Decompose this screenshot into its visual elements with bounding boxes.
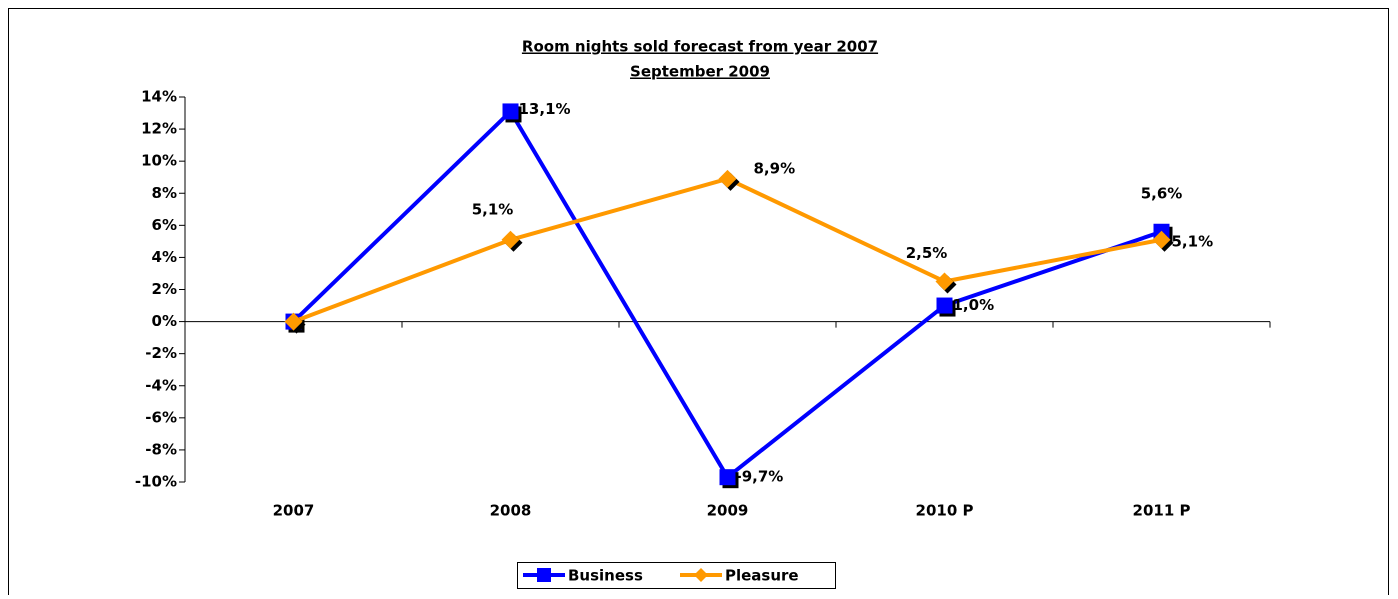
data-label: 13,1% [519, 100, 571, 118]
legend-label: Business [568, 567, 643, 585]
y-tick-label: 10% [141, 152, 177, 170]
marker [501, 230, 520, 249]
chart-frame [8, 8, 1389, 599]
x-tick-label: 2009 [707, 502, 749, 520]
chart-title: Room nights sold forecast from year 2007 [522, 38, 878, 56]
legend-marker [537, 568, 551, 582]
legend-label: Pleasure [725, 567, 799, 585]
y-tick-label: -2% [145, 344, 177, 362]
x-tick-label: 2011 P [1133, 502, 1191, 520]
data-label: 1,0% [953, 296, 995, 314]
y-tick-label: -10% [135, 473, 177, 491]
data-label: 5,6% [1141, 184, 1183, 202]
series-line [292, 176, 1162, 324]
legend-marker [694, 568, 708, 582]
y-tick-label: 8% [152, 184, 177, 202]
marker [1152, 230, 1171, 249]
x-tick-label: 2010 P [916, 502, 974, 520]
y-tick-label: 14% [141, 88, 177, 106]
y-tick-label: 2% [152, 280, 177, 298]
y-tick-label: -4% [145, 376, 177, 394]
x-tick-label: 2008 [490, 502, 532, 520]
series [285, 103, 1173, 489]
chart-subtitle: September 2009 [630, 63, 770, 81]
marker [284, 312, 303, 331]
marker [936, 297, 953, 314]
y-tick-label: 12% [141, 120, 177, 138]
marker [718, 169, 737, 188]
series-line [292, 109, 1163, 480]
y-tick-label: -6% [145, 408, 177, 426]
marker [719, 469, 736, 486]
data-label: 8,9% [754, 159, 796, 177]
series [284, 169, 1174, 334]
y-tick-label: 6% [152, 216, 177, 234]
marker [935, 272, 954, 291]
data-label: 5,1% [1172, 232, 1214, 250]
legend-box [517, 562, 836, 589]
y-tick-label: 4% [152, 248, 177, 266]
data-label: 2,5% [906, 244, 948, 262]
y-tick-label: -8% [145, 440, 177, 458]
data-label: 5,1% [472, 200, 514, 218]
y-tick-label: 0% [152, 312, 177, 330]
data-label: -9,7% [736, 468, 784, 486]
x-tick-label: 2007 [273, 502, 315, 520]
marker [502, 103, 519, 120]
